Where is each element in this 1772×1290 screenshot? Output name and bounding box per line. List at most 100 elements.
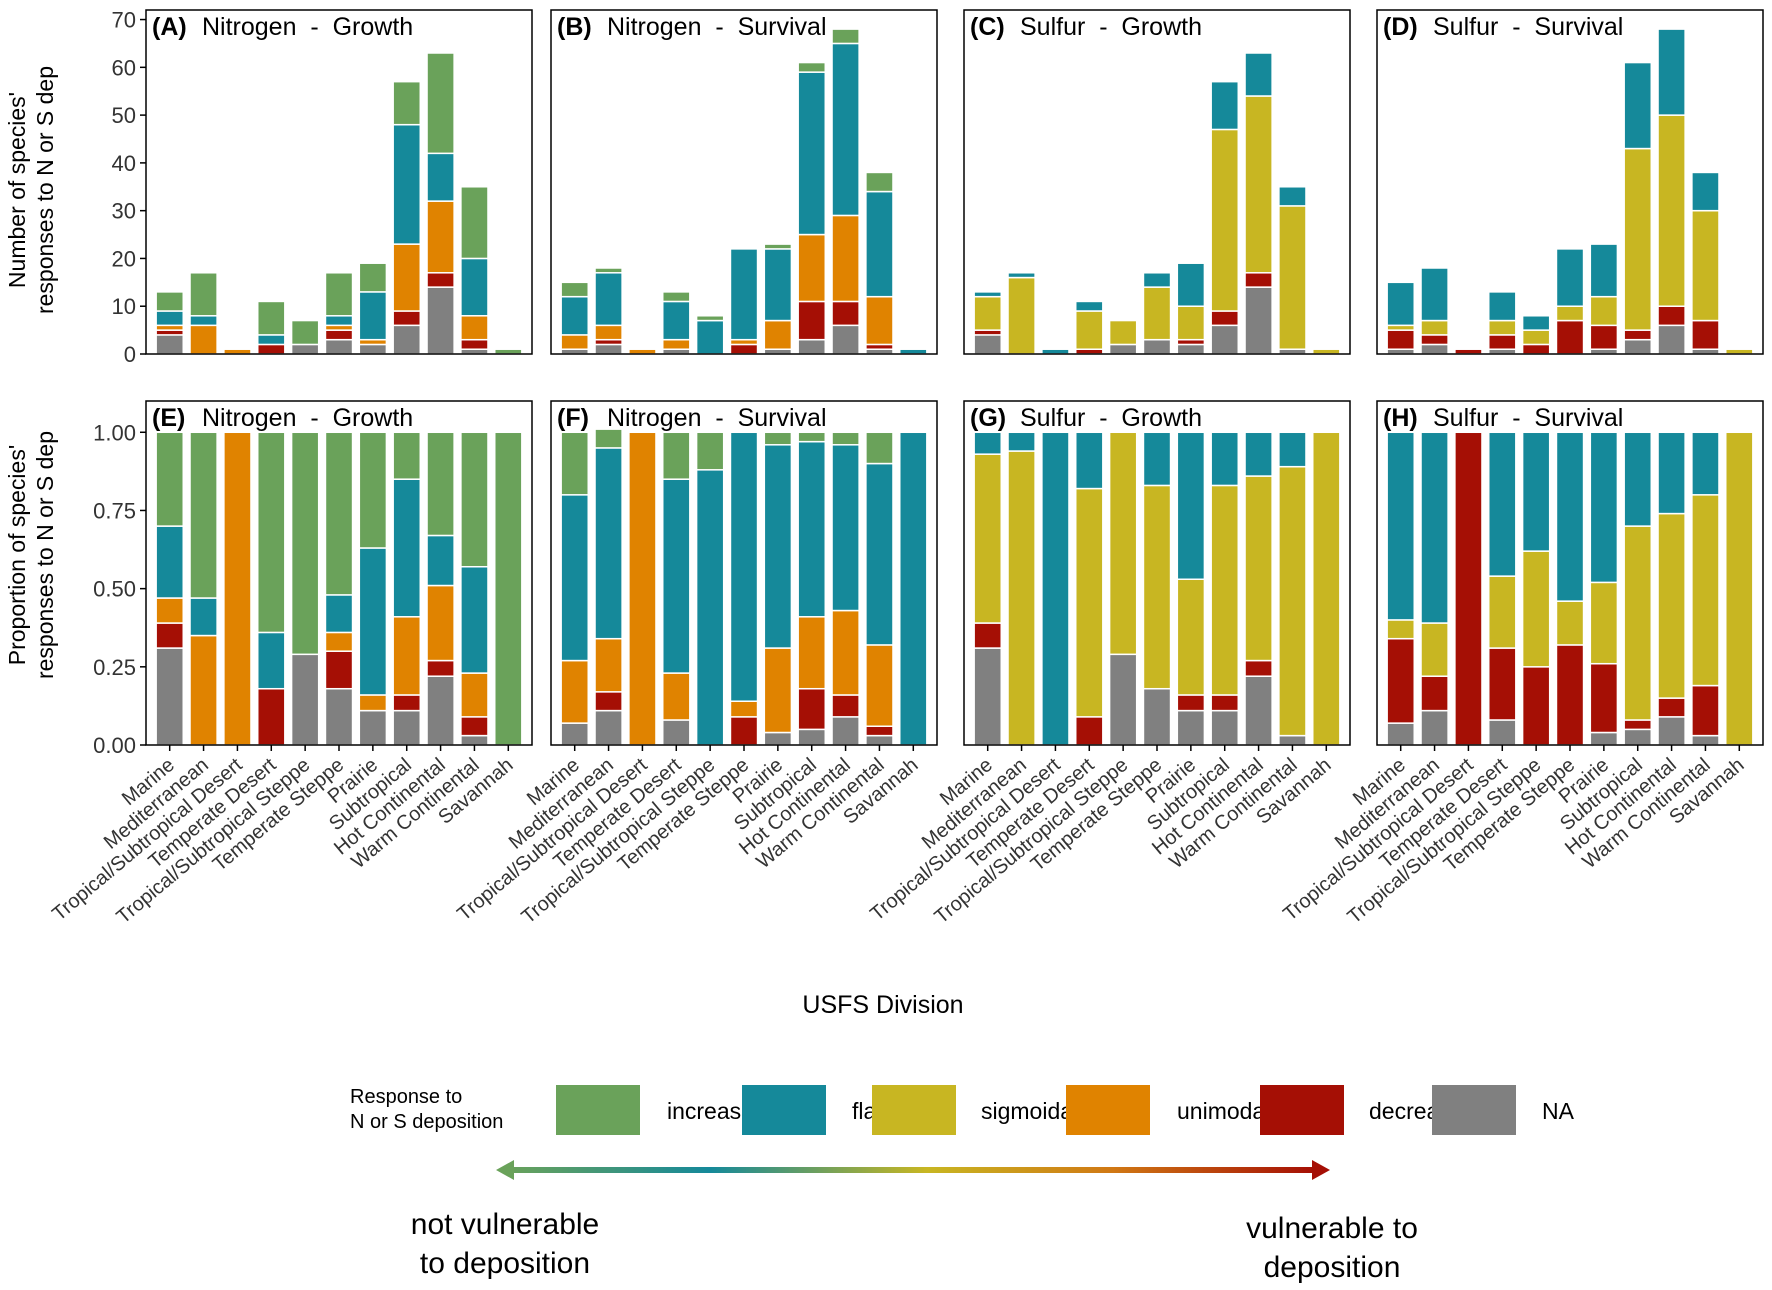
bar-e-5-NA <box>324 687 354 746</box>
arrow-right-label-line1: vulnerable to <box>1246 1212 1418 1245</box>
bar-e-8-flat <box>426 534 455 587</box>
bar-d-5-flat <box>1555 248 1585 307</box>
bar-a-8-NA <box>426 286 455 355</box>
bar-e-7-increase <box>392 431 422 480</box>
bar-a-0-flat <box>155 310 185 327</box>
bar-b-3-flat <box>661 300 691 341</box>
bar-g-1-sigmoidal <box>1007 450 1036 746</box>
bar-c-1-flat <box>1007 272 1036 279</box>
bar-b-1-NA <box>594 343 623 355</box>
legend-swatch-unimodal <box>1066 1085 1150 1135</box>
bar-a-0-NA <box>155 334 185 355</box>
y-tick-label: 10 <box>112 294 136 319</box>
bar-c-9-flat <box>1278 186 1307 207</box>
bar-d-6-flat <box>1589 243 1619 298</box>
bar-c-4-sigmoidal <box>1108 319 1138 346</box>
panel-frame <box>1376 9 1764 355</box>
bar-f-7-unimodal <box>797 616 827 690</box>
bar-b-0-unimodal <box>560 334 589 350</box>
bar-a-9-decrease <box>460 338 489 350</box>
bar-d-4-decrease <box>1521 343 1551 355</box>
bar-b-5-decrease <box>729 343 759 355</box>
bar-a-6-flat <box>358 291 388 341</box>
bar-h-5-flat <box>1555 431 1585 602</box>
arrow-left-label-line2: to deposition <box>420 1247 590 1280</box>
arrow-shaft <box>508 1167 1314 1173</box>
bar-b-4-increase <box>695 315 725 322</box>
bar-e-6-NA <box>358 709 388 746</box>
bar-h-6-NA <box>1589 731 1619 746</box>
bar-f-8-unimodal <box>831 609 860 696</box>
bar-h-9-sigmoidal <box>1691 494 1720 687</box>
bar-e-6-unimodal <box>358 694 388 712</box>
legend-swatch-decrease <box>1260 1085 1344 1135</box>
y-tick-label: 60 <box>112 55 136 80</box>
bar-e-10-increase <box>494 431 523 746</box>
bar-a-9-unimodal <box>460 315 489 341</box>
bar-a-5-decrease <box>324 329 354 341</box>
vulnerability-arrow: not vulnerable to deposition vulnerable … <box>411 1160 1418 1284</box>
bar-a-8-increase <box>426 52 455 155</box>
y-tick-label: 0.50 <box>93 577 136 602</box>
legend-label-unimodal: unimodal <box>1177 1098 1270 1124</box>
bar-a-7-NA <box>392 324 422 355</box>
panel-tag: (E) <box>152 404 185 432</box>
bar-h-3-decrease <box>1487 647 1517 721</box>
panel-h: (H) Sulfur - SurvivalMarineMediterraneanT… <box>1279 400 1764 928</box>
bar-f-1-unimodal <box>594 637 623 693</box>
legend-title-line2: N or S deposition <box>350 1111 503 1133</box>
bar-a-9-flat <box>460 257 489 317</box>
bar-a-8-decrease <box>426 272 455 288</box>
panel-tag: (A) <box>152 13 187 41</box>
bar-d-8-NA <box>1657 324 1686 355</box>
bar-e-8-decrease <box>426 659 455 677</box>
bar-e-6-increase <box>358 431 388 549</box>
bar-c-7-sigmoidal <box>1210 128 1240 312</box>
bar-a-3-increase <box>256 300 286 336</box>
bar-c-7-NA <box>1210 324 1240 355</box>
bar-b-1-flat <box>594 272 623 327</box>
bar-g-5-flat <box>1142 431 1172 487</box>
bar-g-6-NA <box>1176 709 1206 746</box>
bar-g-3-sigmoidal <box>1074 487 1104 718</box>
bar-b-7-increase <box>797 61 827 73</box>
bar-d-5-decrease <box>1555 319 1585 355</box>
bar-g-0-decrease <box>973 622 1002 649</box>
bar-d-7-sigmoidal <box>1623 147 1653 331</box>
bar-d-1-NA <box>1420 343 1449 355</box>
bar-d-0-flat <box>1386 281 1416 327</box>
bar-f-9-unimodal <box>865 644 894 727</box>
y-title-bottom-line1: Proportion of species' <box>4 445 30 665</box>
bar-f-9-increase <box>865 431 894 465</box>
bar-f-0-increase <box>560 431 589 496</box>
bar-a-5-NA <box>324 338 354 355</box>
y-title-top-line2: responses to N or S dep <box>32 66 58 314</box>
bar-e-7-decrease <box>392 694 422 712</box>
bar-f-0-unimodal <box>560 659 589 724</box>
bar-f-1-NA <box>594 709 623 746</box>
bar-h-4-sigmoidal <box>1521 550 1551 668</box>
x-axis-title: USFS Division <box>802 991 963 1019</box>
bar-a-5-increase <box>324 272 354 317</box>
bar-d-8-decrease <box>1657 305 1686 327</box>
bar-a-3-decrease <box>256 343 286 355</box>
bar-h-5-decrease <box>1555 644 1585 746</box>
panel-b: (B) Nitrogen - Survival <box>550 9 938 355</box>
bar-f-3-NA <box>661 719 691 746</box>
bar-e-5-decrease <box>324 650 354 690</box>
bar-f-3-increase <box>661 431 691 480</box>
bar-h-1-decrease <box>1420 675 1449 712</box>
bar-b-8-increase <box>831 28 860 45</box>
bar-b-7-decrease <box>797 300 827 341</box>
panel-tag: (B) <box>557 13 592 41</box>
bar-h-3-flat <box>1487 431 1517 577</box>
bar-c-7-flat <box>1210 80 1240 131</box>
bar-h-1-NA <box>1420 709 1449 746</box>
bar-a-7-flat <box>392 123 422 245</box>
panel-title: Sulfur - Survival <box>1433 404 1623 432</box>
bar-e-6-flat <box>358 547 388 696</box>
bar-h-0-sigmoidal <box>1386 619 1416 640</box>
bar-f-8-increase <box>831 431 860 446</box>
bar-d-9-flat <box>1691 171 1720 212</box>
bar-c-3-sigmoidal <box>1074 310 1104 350</box>
